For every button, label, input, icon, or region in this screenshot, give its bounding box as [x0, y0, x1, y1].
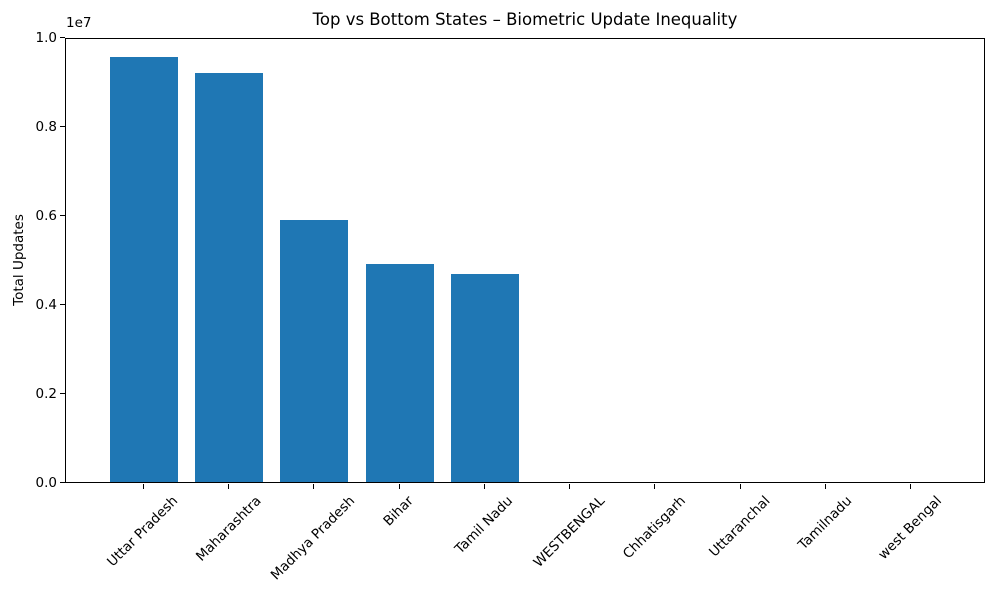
y-tick-mark — [60, 215, 65, 216]
bar-bihar — [365, 264, 434, 482]
y-tick-mark — [60, 393, 65, 394]
y-tick-mark — [60, 482, 65, 483]
x-tick-label: WESTBENGAL — [530, 493, 608, 571]
x-tick-label: Uttaranchal — [705, 493, 774, 561]
x-tick-label: Bihar — [380, 493, 418, 530]
x-tick-mark — [143, 484, 144, 489]
bar-madhya-pradesh — [280, 219, 349, 482]
x-tick-mark — [910, 484, 911, 489]
x-tick-mark — [654, 484, 656, 489]
y-tick-label: 0.4 — [35, 296, 57, 313]
x-tick-mark — [739, 484, 741, 489]
y-tick-label: 0.0 — [35, 474, 57, 491]
x-tick-label: Chhatisgarh — [619, 493, 689, 563]
y-tick-mark — [60, 126, 65, 127]
x-tick-mark — [569, 484, 571, 489]
y-tick-mark — [60, 37, 65, 38]
x-axis: Uttar Pradesh Maharashtra Madhya Pradesh Bi… — [65, 483, 985, 600]
y-axis-label: Total Updates — [11, 214, 27, 306]
y-tick-label: 0.6 — [35, 207, 57, 224]
x-tick-mark — [398, 484, 400, 489]
x-tick-label: Uttar Pradesh — [104, 493, 182, 570]
x-tick-label: west Bengal — [874, 493, 945, 563]
y-tick-label: 0.8 — [35, 118, 57, 135]
y-tick-label: 1.0 — [35, 29, 57, 46]
bar-uttar-pradesh — [110, 57, 178, 482]
chart-title: Top vs Bottom States – Biometric Update … — [312, 10, 738, 29]
bar-tamil-nadu — [450, 273, 519, 482]
x-tick-label: Tamil Nadu — [451, 493, 516, 558]
x-tick-label: Madhya Pradesh — [268, 493, 359, 584]
x-tick-mark — [483, 484, 485, 489]
x-tick-mark — [313, 484, 315, 489]
y-axis-offset-text: 1e7 — [66, 15, 92, 31]
x-tick-label: Maharashtra — [192, 493, 265, 565]
bar-maharashtra — [195, 73, 264, 482]
plot-area — [65, 38, 985, 483]
x-tick-mark — [824, 484, 826, 489]
x-tick-label: Tamilnadu — [794, 493, 855, 554]
x-tick-mark — [228, 484, 230, 489]
y-tick-mark — [60, 304, 65, 305]
y-tick-label: 0.2 — [35, 385, 57, 402]
